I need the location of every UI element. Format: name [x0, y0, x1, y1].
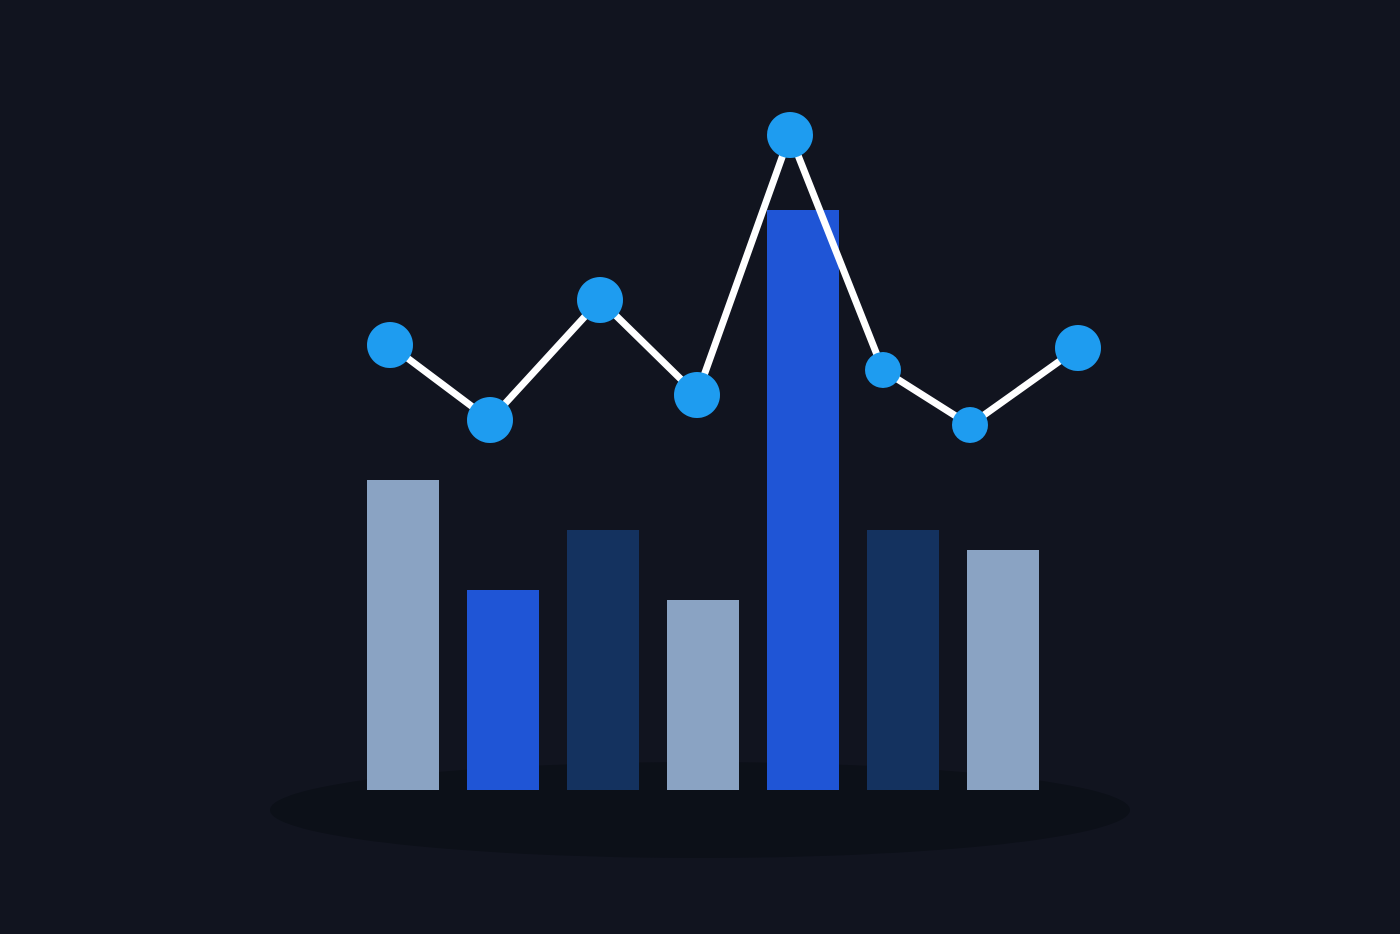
- marker-5: [767, 112, 813, 158]
- marker-1: [367, 322, 413, 368]
- marker-7: [952, 407, 988, 443]
- bar-7: [967, 550, 1039, 790]
- bar-3: [567, 530, 639, 790]
- combo-chart: [0, 0, 1400, 934]
- bar-4: [667, 600, 739, 790]
- marker-8: [1055, 325, 1101, 371]
- trend-line: [390, 135, 1078, 425]
- marker-4: [674, 372, 720, 418]
- bar-6: [867, 530, 939, 790]
- marker-6: [865, 352, 901, 388]
- bar-1: [367, 480, 439, 790]
- bars-group: [367, 210, 1039, 790]
- markers-group: [367, 112, 1101, 443]
- marker-2: [467, 397, 513, 443]
- marker-3: [577, 277, 623, 323]
- bar-2: [467, 590, 539, 790]
- bar-5: [767, 210, 839, 790]
